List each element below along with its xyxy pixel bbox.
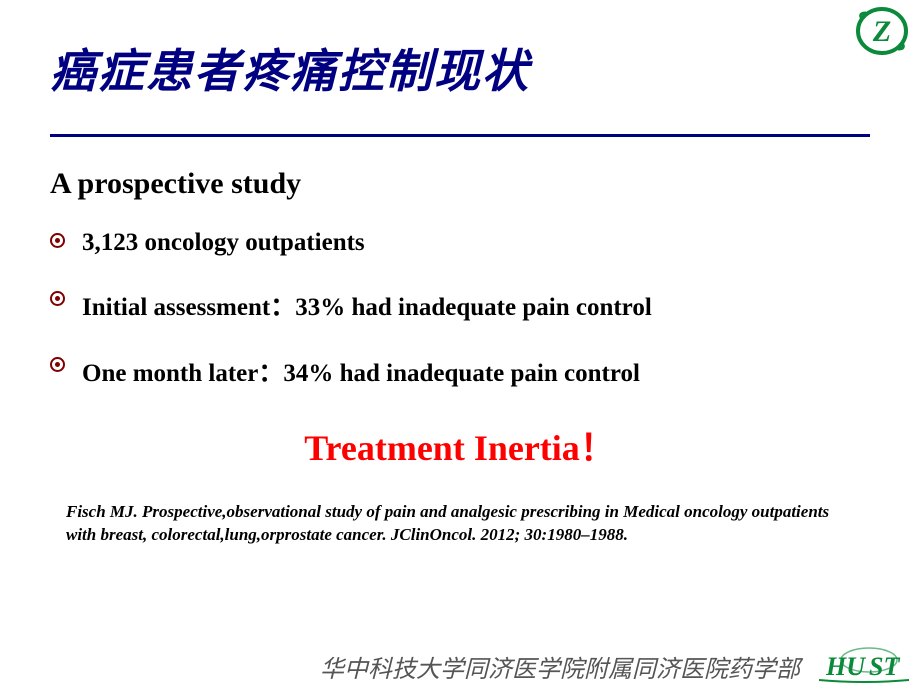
list-item: 3,123 oncology outpatients [50, 229, 870, 257]
bullet-text: 3,123 oncology outpatients [82, 229, 365, 256]
slide-title: 癌症患者疼痛控制现状 [50, 35, 870, 101]
list-item: Initial assessment：33% had inadequate pa… [50, 287, 870, 323]
content-area: A prospective study 3,123 oncology outpa… [0, 137, 920, 547]
bullet-text: Initial assessment：33% had inadequate pa… [82, 294, 652, 321]
logo-bottom-icon: HU ST [814, 642, 914, 687]
svg-text:Z: Z [872, 15, 891, 48]
logo-top-icon: Z [856, 5, 908, 57]
bullet-icon [50, 291, 65, 306]
emphasis-text: Treatment Inertia！ [50, 419, 870, 471]
bullet-icon [50, 233, 65, 248]
bullet-icon [50, 357, 65, 372]
subtitle: A prospective study [50, 167, 870, 201]
title-area: 癌症患者疼痛控制现状 [0, 0, 920, 116]
bullet-text: One month later：34% had inadequate pain … [82, 360, 640, 387]
list-item: One month later：34% had inadequate pain … [50, 353, 870, 389]
footer-text: 华中科技大学同济医学院附属同济医院药学部 [320, 649, 800, 684]
bullet-list: 3,123 oncology outpatients Initial asses… [50, 229, 870, 389]
citation-text: Fisch MJ. Prospective,observational stud… [50, 499, 870, 547]
